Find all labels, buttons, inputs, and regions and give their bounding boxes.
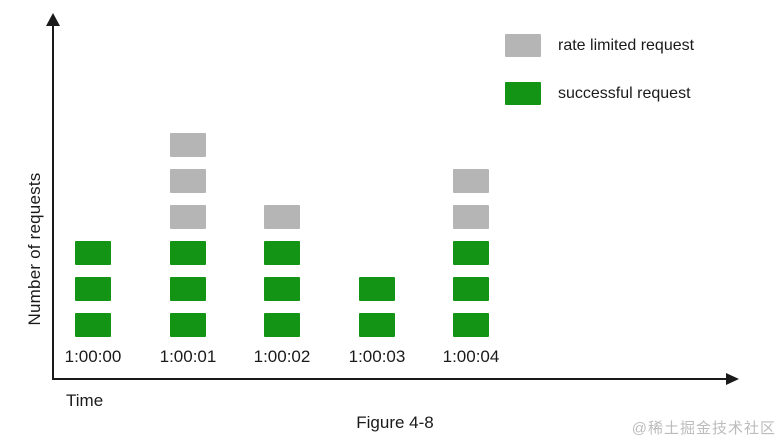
- x-tick-label: 1:00:00: [64, 347, 122, 366]
- bar-column-1:00:00: [75, 241, 111, 337]
- rate-limited-request-block: [264, 205, 300, 229]
- x-tick-label: 1:00:04: [442, 347, 500, 366]
- successful-request-block: [264, 241, 300, 265]
- legend-swatch-successful: [505, 82, 541, 105]
- successful-request-block: [170, 241, 206, 265]
- bar-column-1:00:03: [359, 277, 395, 337]
- rate-limited-request-block: [170, 205, 206, 229]
- x-axis-arrow-icon: [726, 373, 739, 385]
- bar-column-1:00:02: [264, 205, 300, 337]
- x-axis: [52, 378, 728, 380]
- x-axis-label: Time: [66, 391, 104, 410]
- y-axis-label: Number of requests: [25, 172, 44, 326]
- successful-request-block: [453, 313, 489, 337]
- x-tick-label: 1:00:03: [348, 347, 406, 366]
- x-tick-label: 1:00:01: [159, 347, 217, 366]
- rate-limited-request-block: [170, 133, 206, 157]
- bar-column-1:00:04: [453, 169, 489, 337]
- legend-item-successful: successful request: [505, 82, 694, 105]
- bar-column-1:00:01: [170, 133, 206, 337]
- successful-request-block: [453, 277, 489, 301]
- legend-label-rate-limited: rate limited request: [558, 36, 695, 54]
- x-tick-label: 1:00:02: [253, 347, 311, 366]
- legend-swatch-rate-limited: [505, 34, 541, 57]
- successful-request-block: [264, 313, 300, 337]
- successful-request-block: [75, 277, 111, 301]
- rate-limited-request-block: [170, 169, 206, 193]
- successful-request-block: [75, 241, 111, 265]
- successful-request-block: [75, 313, 111, 337]
- successful-request-block: [170, 277, 206, 301]
- successful-request-block: [359, 277, 395, 301]
- legend-label-successful: successful request: [558, 84, 691, 102]
- legend: rate limited request successful request: [505, 34, 694, 130]
- rate-limited-request-block: [453, 169, 489, 193]
- successful-request-block: [359, 313, 395, 337]
- successful-request-block: [264, 277, 300, 301]
- legend-item-rate-limited: rate limited request: [505, 34, 694, 57]
- rate-limited-request-block: [453, 205, 489, 229]
- figure-caption: Figure 4-8: [356, 413, 434, 432]
- y-axis: [52, 16, 54, 380]
- watermark: @稀土掘金技术社区: [631, 420, 776, 437]
- successful-request-block: [453, 241, 489, 265]
- successful-request-block: [170, 313, 206, 337]
